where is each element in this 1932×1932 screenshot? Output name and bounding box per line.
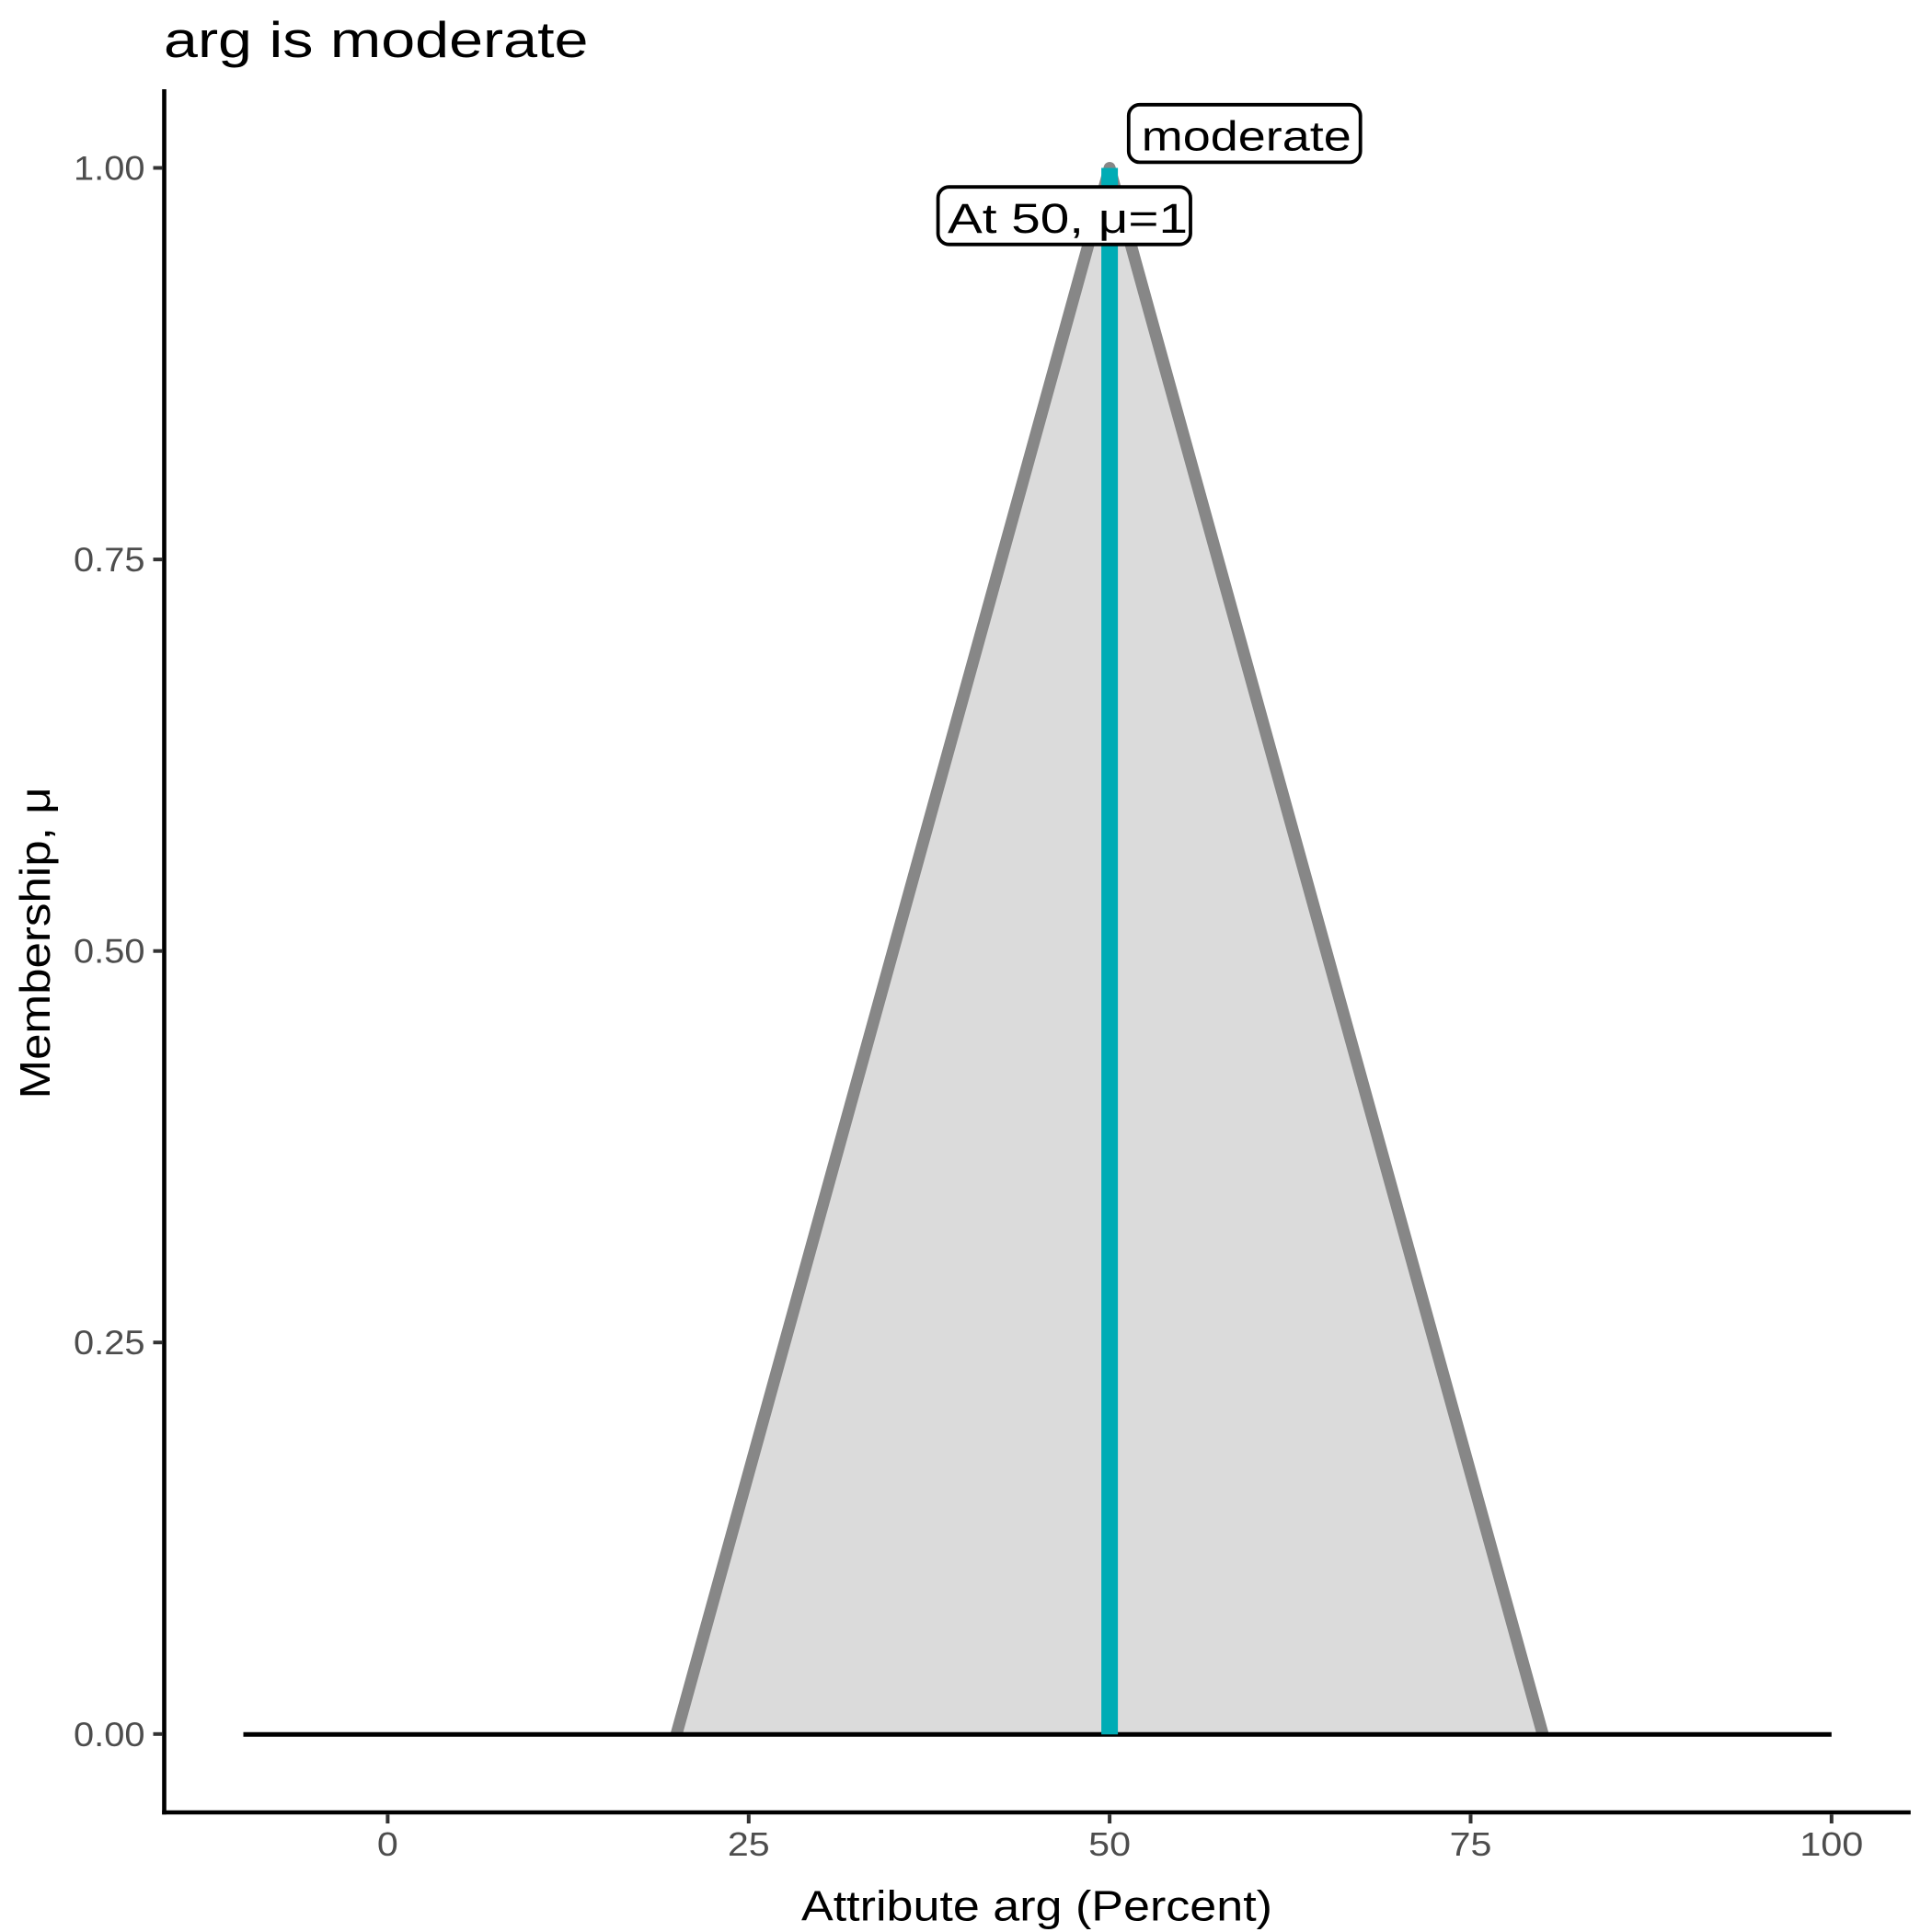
- svg-text:At 50, μ=1: At 50, μ=1: [948, 195, 1188, 242]
- svg-text:1.00: 1.00: [74, 150, 144, 188]
- svg-text:0.00: 0.00: [74, 1716, 144, 1754]
- svg-text:0: 0: [377, 1826, 398, 1863]
- svg-text:0.50: 0.50: [74, 933, 144, 971]
- svg-text:50: 50: [1088, 1826, 1131, 1863]
- svg-text:0.25: 0.25: [74, 1324, 144, 1362]
- svg-text:100: 100: [1800, 1826, 1863, 1863]
- svg-text:25: 25: [728, 1826, 770, 1863]
- svg-text:Attribute arg (Percent): Attribute arg (Percent): [801, 1882, 1272, 1930]
- svg-text:arg is moderate: arg is moderate: [164, 11, 589, 68]
- svg-text:moderate: moderate: [1142, 113, 1351, 160]
- svg-text:0.75: 0.75: [74, 541, 144, 579]
- svg-text:Membership, μ: Membership, μ: [11, 788, 59, 1099]
- svg-text:75: 75: [1450, 1826, 1492, 1863]
